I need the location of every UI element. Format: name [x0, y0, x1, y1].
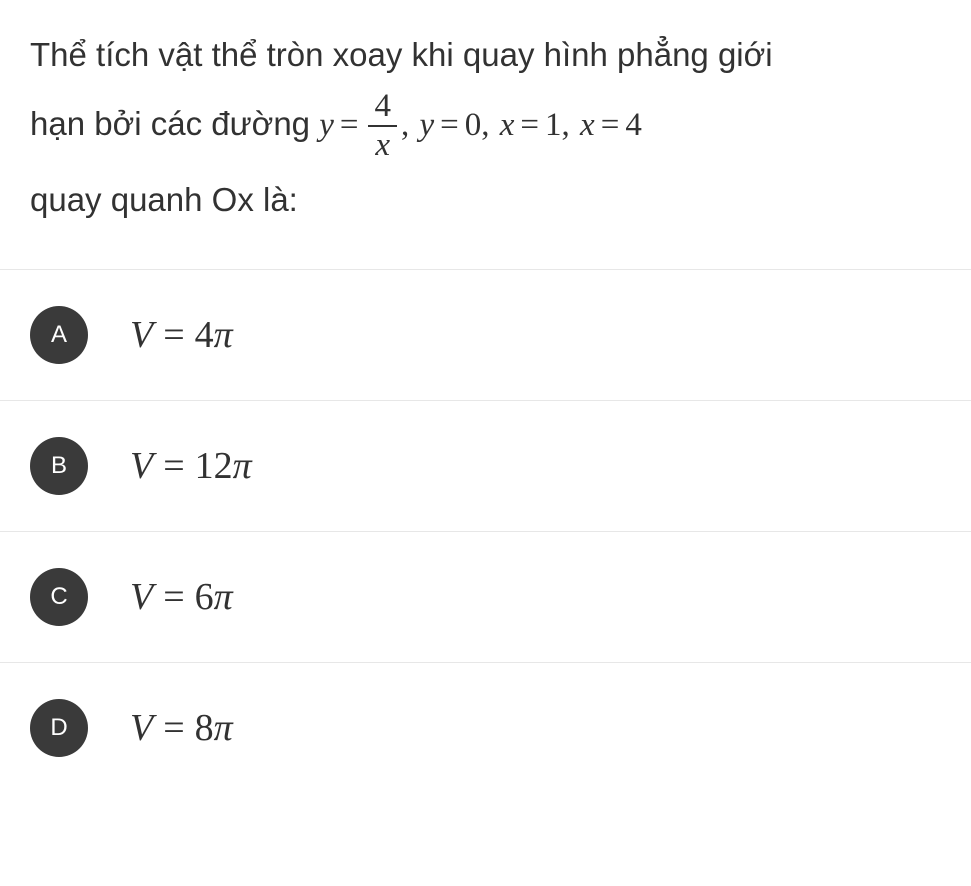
- question-line-3: quay quanh Ox là:: [30, 181, 298, 218]
- answer-eq: =: [153, 576, 194, 618]
- math-val-4: 4: [625, 107, 642, 143]
- option-letter: A: [51, 321, 67, 349]
- option-answer: V=4π: [130, 313, 233, 357]
- option-letter: C: [50, 583, 67, 611]
- option-letter-circle: B: [30, 437, 88, 495]
- answer-var: V: [130, 314, 153, 356]
- quiz-container: Thể tích vật thể tròn xoay khi quay hình…: [0, 0, 971, 793]
- option-a[interactable]: A V=4π: [0, 269, 971, 400]
- math-var-y0: y: [419, 107, 434, 143]
- option-letter-circle: C: [30, 568, 88, 626]
- math-fraction: 4x: [368, 88, 397, 163]
- math-comma-2: ,: [481, 107, 500, 143]
- option-letter-circle: D: [30, 699, 88, 757]
- math-comma-1: ,: [401, 107, 420, 143]
- answer-eq: =: [153, 707, 194, 749]
- answer-pi: π: [214, 576, 233, 618]
- answer-eq: =: [153, 314, 194, 356]
- answer-eq: =: [153, 445, 194, 487]
- question-line-2-prefix: hạn bởi các đường: [30, 105, 319, 142]
- math-var-y: y: [319, 107, 334, 143]
- math-eq-x4: =: [595, 107, 626, 143]
- answer-pi: π: [233, 445, 252, 487]
- option-d[interactable]: D V=8π: [0, 662, 971, 793]
- answer-pi: π: [214, 707, 233, 749]
- answer-var: V: [130, 576, 153, 618]
- option-answer: V=12π: [130, 444, 252, 488]
- options-list: A V=4π B V=12π C V=6π D: [0, 269, 971, 793]
- answer-coef: 6: [195, 576, 214, 618]
- question-text: Thể tích vật thể tròn xoay khi quay hình…: [0, 0, 971, 269]
- math-eq-y0: =: [434, 107, 465, 143]
- math-var-x1: x: [500, 107, 515, 143]
- answer-coef: 8: [195, 707, 214, 749]
- math-val-1: 1: [545, 107, 562, 143]
- answer-coef: 4: [195, 314, 214, 356]
- answer-var: V: [130, 445, 153, 487]
- question-line-1: Thể tích vật thể tròn xoay khi quay hình…: [30, 36, 773, 73]
- option-b[interactable]: B V=12π: [0, 400, 971, 531]
- answer-pi: π: [214, 314, 233, 356]
- answer-coef: 12: [195, 445, 233, 487]
- math-var-x4: x: [580, 107, 595, 143]
- option-c[interactable]: C V=6π: [0, 531, 971, 662]
- fraction-numerator: 4: [368, 88, 397, 126]
- math-comma-3: ,: [562, 107, 581, 143]
- math-val-0: 0: [465, 107, 482, 143]
- option-letter-circle: A: [30, 306, 88, 364]
- math-expression: y=4x, y=0, x=1, x=4: [319, 107, 642, 143]
- math-eq: =: [334, 107, 365, 143]
- math-eq-x1: =: [514, 107, 545, 143]
- fraction-denominator: x: [368, 127, 397, 163]
- option-answer: V=8π: [130, 706, 233, 750]
- option-letter: D: [50, 714, 67, 742]
- option-answer: V=6π: [130, 575, 233, 619]
- option-letter: B: [51, 452, 67, 480]
- answer-var: V: [130, 707, 153, 749]
